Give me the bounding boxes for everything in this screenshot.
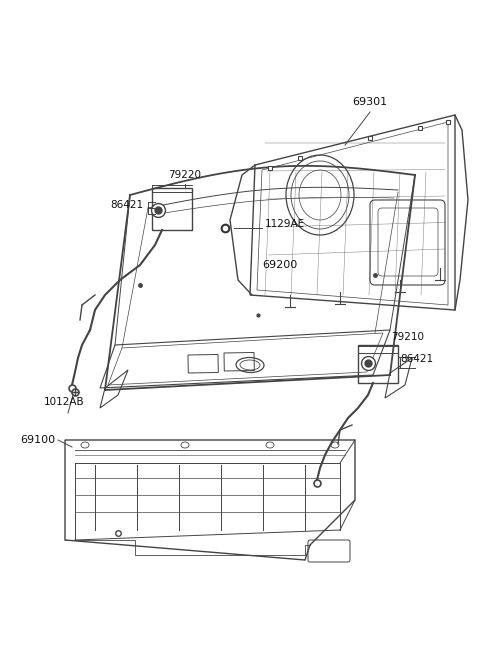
Text: 79220: 79220 (168, 170, 202, 180)
Text: 69301: 69301 (352, 97, 387, 107)
Text: 1012AB: 1012AB (44, 397, 84, 407)
Bar (358, 345, 398, 383)
Text: 86421: 86421 (400, 354, 433, 364)
Text: 69100: 69100 (20, 435, 55, 445)
Text: 86421: 86421 (110, 200, 143, 210)
Text: 69200: 69200 (263, 260, 298, 270)
Text: 79210: 79210 (392, 332, 424, 342)
Bar (152, 188, 192, 230)
Bar (224, 352, 254, 371)
Text: 1129AE: 1129AE (265, 219, 305, 229)
Bar (188, 354, 218, 373)
